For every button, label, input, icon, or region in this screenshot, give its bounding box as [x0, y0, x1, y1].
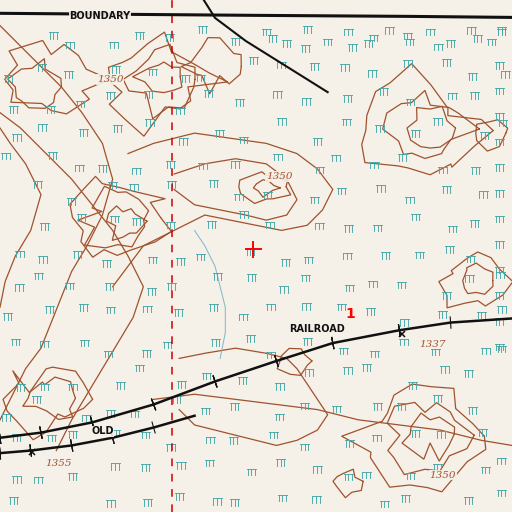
Text: RAILROAD: RAILROAD — [290, 324, 345, 334]
Text: 1350: 1350 — [266, 172, 292, 181]
Text: 1337: 1337 — [419, 339, 446, 349]
Text: 1350: 1350 — [97, 75, 123, 84]
Text: BOUNDARY: BOUNDARY — [69, 11, 131, 22]
Text: 1350: 1350 — [430, 471, 456, 480]
Text: OLD: OLD — [91, 426, 114, 436]
Text: 1355: 1355 — [46, 459, 72, 468]
Text: 1: 1 — [346, 307, 356, 321]
